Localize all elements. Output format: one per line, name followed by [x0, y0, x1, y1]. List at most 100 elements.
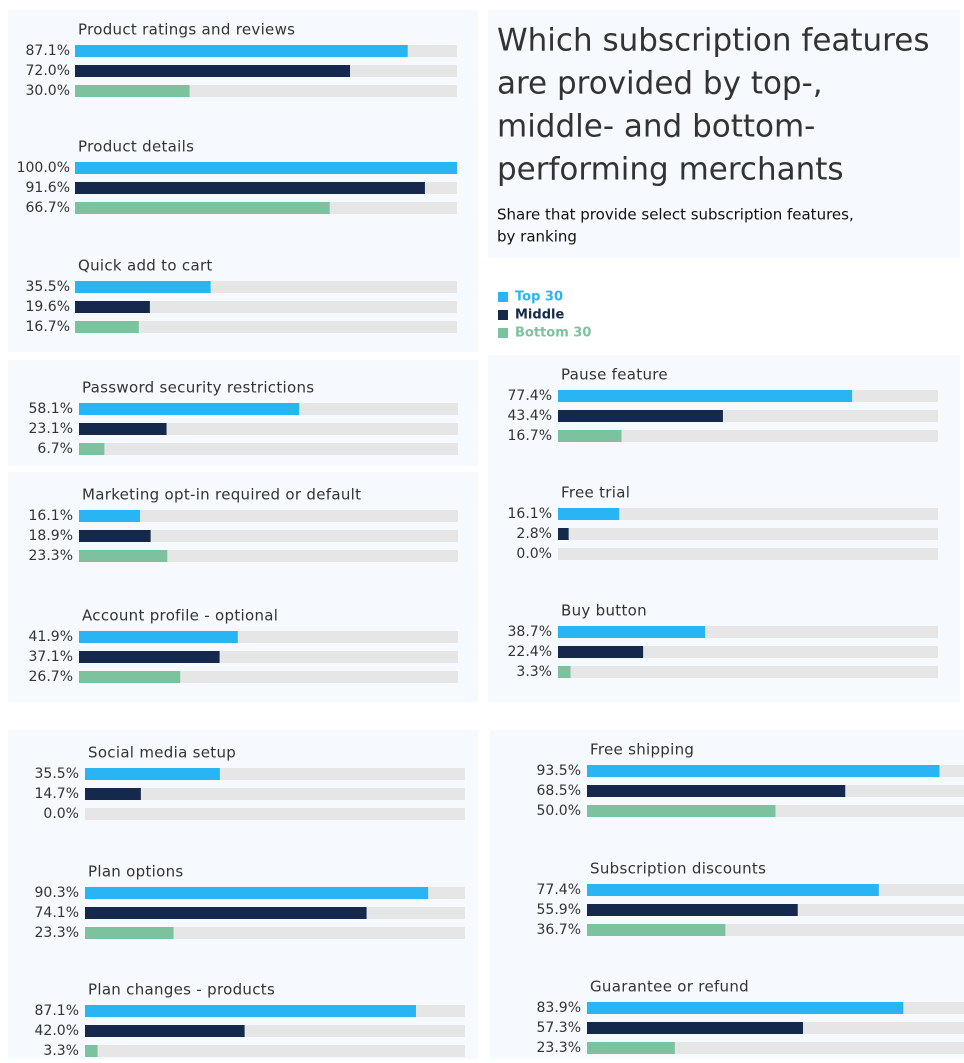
bar	[75, 85, 190, 97]
bar-track	[79, 443, 458, 455]
bar-track	[558, 528, 938, 540]
bar	[587, 805, 776, 817]
bar	[587, 1002, 904, 1014]
bar	[587, 904, 798, 916]
value-label: 18.9%	[29, 528, 73, 544]
bar	[75, 321, 139, 333]
value-label: 43.4%	[508, 408, 552, 424]
value-label: 3.3%	[516, 664, 552, 680]
value-label: 77.4%	[537, 882, 581, 898]
legend-label: Top 30	[515, 290, 563, 305]
bar	[79, 423, 167, 435]
title: are provided by top-,	[497, 66, 823, 102]
bar	[587, 1022, 804, 1034]
bar	[79, 631, 238, 643]
bar	[75, 45, 408, 57]
bar	[558, 528, 569, 540]
bar-track	[85, 1045, 465, 1057]
value-label: 77.4%	[508, 388, 552, 404]
panel-title: Plan changes - products	[88, 981, 275, 999]
bar	[85, 927, 174, 939]
value-label: 35.5%	[35, 766, 79, 782]
bar-track	[85, 788, 465, 800]
subtitle: Share that provide select subscription f…	[497, 206, 854, 224]
value-label: 14.7%	[35, 786, 79, 802]
bar-track	[79, 550, 458, 562]
value-label: 16.1%	[508, 506, 552, 522]
value-label: 66.7%	[26, 200, 70, 216]
bar-track	[558, 508, 938, 520]
panel-title: Product details	[78, 138, 194, 156]
value-label: 35.5%	[26, 279, 70, 295]
bar	[558, 410, 723, 422]
value-label: 37.1%	[29, 649, 73, 665]
value-label: 74.1%	[35, 905, 79, 921]
bar-track	[79, 510, 458, 522]
panel-title: Free shipping	[590, 741, 694, 759]
bar	[85, 907, 367, 919]
value-label: 26.7%	[29, 669, 73, 685]
bar-track	[79, 530, 458, 542]
panel-bg	[8, 10, 478, 352]
legend-swatch	[498, 328, 508, 338]
bar	[587, 785, 846, 797]
value-label: 100.0%	[17, 160, 70, 176]
bar-track	[75, 321, 457, 333]
value-label: 90.3%	[35, 885, 79, 901]
panel-title: Quick add to cart	[78, 257, 213, 275]
value-label: 22.4%	[508, 644, 552, 660]
value-label: 3.3%	[43, 1043, 79, 1059]
value-label: 87.1%	[26, 43, 70, 59]
value-label: 16.1%	[29, 508, 73, 524]
panel-title: Account profile - optional	[82, 607, 278, 625]
panel-title: Free trial	[561, 484, 630, 502]
bar-track	[558, 548, 938, 560]
value-label: 16.7%	[508, 428, 552, 444]
value-label: 6.7%	[37, 441, 73, 457]
value-label: 2.8%	[516, 526, 552, 542]
value-label: 87.1%	[35, 1003, 79, 1019]
bar-track	[558, 646, 938, 658]
bar	[587, 924, 726, 936]
title: performing merchants	[497, 152, 844, 188]
bar	[75, 182, 425, 194]
title: middle- and bottom-	[497, 109, 815, 145]
bar	[75, 202, 330, 214]
bar	[79, 550, 168, 562]
value-label: 38.7%	[508, 624, 552, 640]
value-label: 50.0%	[537, 803, 581, 819]
value-label: 23.3%	[537, 1040, 581, 1056]
value-label: 36.7%	[537, 922, 581, 938]
panel-title: Product ratings and reviews	[78, 21, 295, 39]
bar	[587, 1042, 675, 1054]
title: Which subscription features	[497, 23, 929, 59]
value-label: 83.9%	[537, 1000, 581, 1016]
bar	[85, 1005, 416, 1017]
bar	[587, 884, 879, 896]
bar-track	[558, 666, 938, 678]
bar-track	[75, 301, 457, 313]
bar	[75, 281, 211, 293]
bar	[79, 403, 300, 415]
bar	[558, 626, 706, 638]
bar	[558, 666, 571, 678]
bar	[85, 768, 220, 780]
bar-track	[558, 430, 938, 442]
bar	[75, 162, 457, 174]
legend-label: Bottom 30	[515, 326, 591, 341]
panel-title: Pause feature	[561, 366, 668, 384]
bar	[85, 1025, 245, 1037]
value-label: 23.3%	[35, 925, 79, 941]
value-label: 23.1%	[29, 421, 73, 437]
header-bg	[488, 10, 960, 258]
value-label: 58.1%	[29, 401, 73, 417]
bar	[558, 390, 853, 402]
bar	[85, 1045, 98, 1057]
value-label: 91.6%	[26, 180, 70, 196]
value-label: 23.3%	[29, 548, 73, 564]
panel-title: Plan options	[88, 863, 184, 881]
bar-track	[587, 1042, 964, 1054]
bar	[79, 530, 151, 542]
